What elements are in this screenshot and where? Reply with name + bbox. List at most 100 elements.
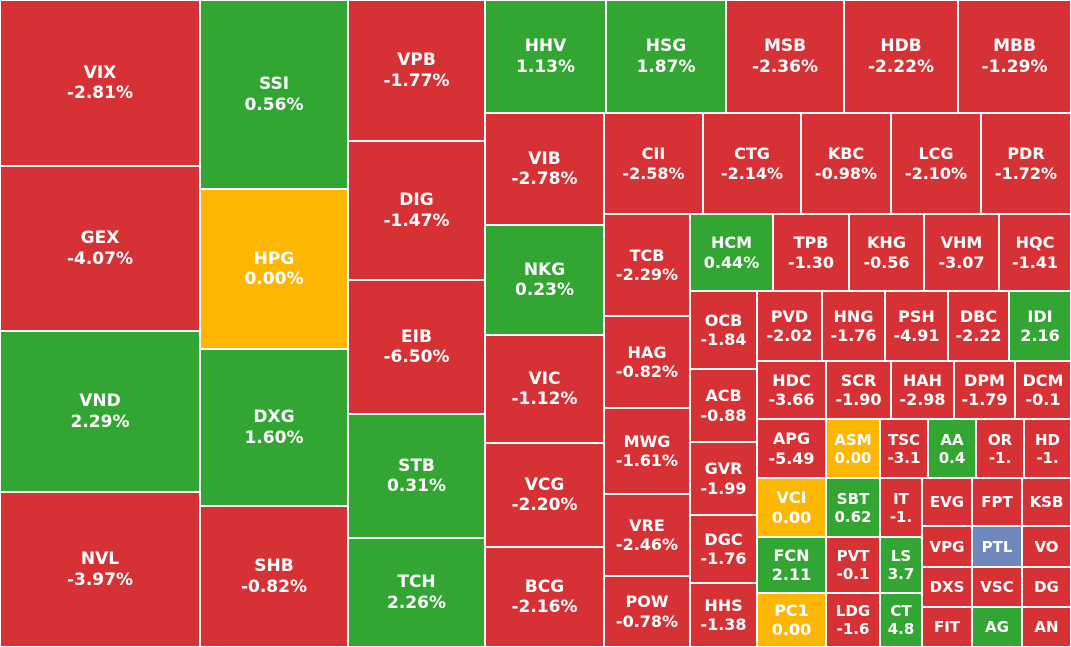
tile-tcb[interactable]: TCB -2.29% xyxy=(604,214,690,316)
tile-pdr[interactable]: PDR -1.72% xyxy=(981,113,1071,214)
tile-pc1[interactable]: PC1 0.00 xyxy=(757,593,826,647)
tile-it[interactable]: IT -1. xyxy=(880,478,922,537)
tile-hdc[interactable]: HDC -3.66 xyxy=(757,361,826,419)
tile-shb[interactable]: SHB -0.82% xyxy=(200,506,348,647)
tile-vcg[interactable]: VCG -2.20% xyxy=(485,443,604,547)
tile-change: 1.13% xyxy=(516,56,575,77)
tile-tsc[interactable]: TSC -3.1 xyxy=(880,419,928,478)
tile-hd[interactable]: HD -1. xyxy=(1024,419,1071,478)
tile-idi[interactable]: IDI 2.16 xyxy=(1009,291,1071,361)
tile-pow[interactable]: POW -0.78% xyxy=(604,576,690,647)
tile-ticker: VIC xyxy=(528,368,561,389)
tile-hdb[interactable]: HDB -2.22% xyxy=(844,0,958,113)
tile-sbt[interactable]: SBT 0.62 xyxy=(826,478,880,537)
tile-ticker: VIX xyxy=(83,62,117,83)
tile-apg[interactable]: APG -5.49 xyxy=(757,419,826,478)
tile-dbc[interactable]: DBC -2.22 xyxy=(948,291,1009,361)
tile-ticker: EVG xyxy=(929,493,965,511)
tile-msb[interactable]: MSB -2.36% xyxy=(726,0,844,113)
tile-vpb[interactable]: VPB -1.77% xyxy=(348,0,485,141)
tile-vpg[interactable]: VPG xyxy=(922,526,972,567)
tile-hng[interactable]: HNG -1.76 xyxy=(822,291,885,361)
tile-vib[interactable]: VIB -2.78% xyxy=(485,113,604,225)
tile-ocb[interactable]: OCB -1.84 xyxy=(690,291,757,369)
tile-ct[interactable]: CT 4.8 xyxy=(880,593,922,647)
tile-aa[interactable]: AA 0.4 xyxy=(928,419,976,478)
tile-dxs[interactable]: DXS xyxy=(922,567,972,607)
tile-hqc[interactable]: HQC -1.41 xyxy=(999,214,1071,291)
tile-vhm[interactable]: VHM -3.07 xyxy=(924,214,999,291)
tile-lcg[interactable]: LCG -2.10% xyxy=(891,113,981,214)
tile-vnd[interactable]: VND 2.29% xyxy=(0,331,200,492)
tile-nvl[interactable]: NVL -3.97% xyxy=(0,492,200,647)
tile-gvr[interactable]: GVR -1.99 xyxy=(690,442,757,515)
tile-hsg[interactable]: HSG 1.87% xyxy=(606,0,726,113)
tile-hcm[interactable]: HCM 0.44% xyxy=(690,214,773,291)
tile-ticker: APG xyxy=(772,429,811,449)
tile-pvd[interactable]: PVD -2.02 xyxy=(757,291,822,361)
tile-vix[interactable]: VIX -2.81% xyxy=(0,0,200,166)
tile-bcg[interactable]: BCG -2.16% xyxy=(485,547,604,647)
tile-change: 0.4 xyxy=(938,448,966,467)
tile-tch[interactable]: TCH 2.26% xyxy=(348,538,485,647)
tile-ctg[interactable]: CTG -2.14% xyxy=(703,113,801,214)
tile-cii[interactable]: CII -2.58% xyxy=(604,113,703,214)
tile-ls[interactable]: LS 3.7 xyxy=(880,537,922,593)
tile-hah[interactable]: HAH -2.98 xyxy=(891,361,954,419)
tile-fpt[interactable]: FPT xyxy=(972,478,1022,526)
tile-ldg[interactable]: LDG -1.6 xyxy=(826,593,880,647)
tile-ticker: HHV xyxy=(524,36,567,57)
tile-dgc[interactable]: DGC -1.76 xyxy=(690,515,757,583)
tile-ssi[interactable]: SSI 0.56% xyxy=(200,0,348,189)
tile-ag[interactable]: AG xyxy=(972,607,1022,647)
tile-asm[interactable]: ASM 0.00 xyxy=(826,419,880,478)
tile-vo[interactable]: VO xyxy=(1022,526,1071,567)
tile-change: -0.56 xyxy=(863,252,910,272)
tile-stb[interactable]: STB 0.31% xyxy=(348,414,485,538)
tile-vsc[interactable]: VSC xyxy=(972,567,1022,607)
tile-fcn[interactable]: FCN 2.11 xyxy=(757,537,826,593)
tile-ticker: MSB xyxy=(763,36,807,57)
tile-dig[interactable]: DIG -1.47% xyxy=(348,141,485,280)
tile-or[interactable]: OR -1. xyxy=(976,419,1024,478)
tile-hhv[interactable]: HHV 1.13% xyxy=(485,0,606,113)
tile-an[interactable]: AN xyxy=(1022,607,1071,647)
tile-khg[interactable]: KHG -0.56 xyxy=(849,214,924,291)
tile-evg[interactable]: EVG xyxy=(922,478,972,526)
tile-change: -4.07% xyxy=(66,248,134,269)
tile-vci[interactable]: VCI 0.00 xyxy=(757,478,826,537)
tile-fit[interactable]: FIT xyxy=(922,607,972,647)
tile-acb[interactable]: ACB -0.88 xyxy=(690,369,757,442)
tile-ticker: HQC xyxy=(1015,233,1055,253)
tile-nkg[interactable]: NKG 0.23% xyxy=(485,225,604,335)
tile-mbb[interactable]: MBB -1.29% xyxy=(958,0,1071,113)
tile-ptl[interactable]: PTL xyxy=(972,526,1022,567)
tile-ticker: SHB xyxy=(254,556,294,577)
tile-ticker: TCB xyxy=(629,245,665,265)
tile-ticker: AG xyxy=(985,618,1009,636)
tile-gex[interactable]: GEX -4.07% xyxy=(0,166,200,331)
tile-hag[interactable]: HAG -0.82% xyxy=(604,316,690,408)
tile-change: 2.11 xyxy=(771,565,812,584)
tile-change: -2.14% xyxy=(720,163,784,183)
tile-hpg[interactable]: HPG 0.00% xyxy=(200,189,348,349)
tile-dcm[interactable]: DCM -0.1 xyxy=(1015,361,1071,419)
tile-change: -2.16% xyxy=(511,597,578,617)
tile-dpm[interactable]: DPM -1.79 xyxy=(954,361,1015,419)
tile-dg[interactable]: DG xyxy=(1022,567,1071,607)
tile-tpb[interactable]: TPB -1.30 xyxy=(773,214,849,291)
tile-vre[interactable]: VRE -2.46% xyxy=(604,494,690,576)
tile-pvt[interactable]: PVT -0.1 xyxy=(826,537,880,593)
tile-hhs[interactable]: HHS -1.38 xyxy=(690,583,757,647)
tile-psh[interactable]: PSH -4.91 xyxy=(885,291,948,361)
tile-eib[interactable]: EIB -6.50% xyxy=(348,280,485,414)
tile-mwg[interactable]: MWG -1.61% xyxy=(604,408,690,494)
tile-kbc[interactable]: KBC -0.98% xyxy=(801,113,891,214)
tile-dxg[interactable]: DXG 1.60% xyxy=(200,349,348,506)
tile-ticker: LDG xyxy=(835,602,871,620)
tile-vic[interactable]: VIC -1.12% xyxy=(485,335,604,443)
tile-change: 2.29% xyxy=(70,411,130,432)
tile-ksb[interactable]: KSB xyxy=(1022,478,1071,526)
tile-change: -2.20% xyxy=(511,495,578,515)
tile-scr[interactable]: SCR -1.90 xyxy=(826,361,891,419)
